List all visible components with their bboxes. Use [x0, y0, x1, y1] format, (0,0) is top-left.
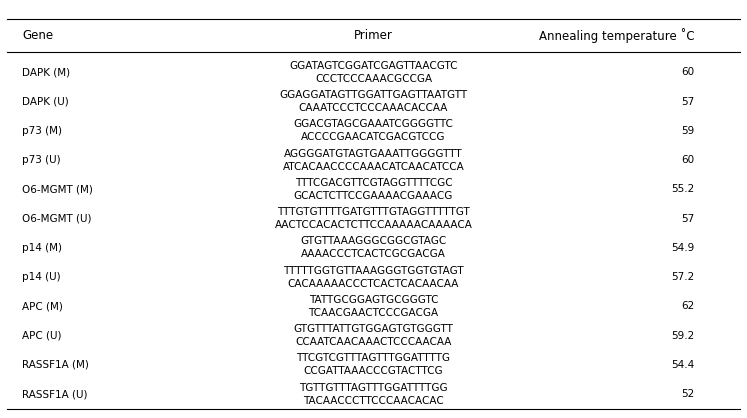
Text: TTTGTGTTTTGATGTTTGTAGGTTTTTGT: TTTGTGTTTTGATGTTTGTAGGTTTTTGT: [277, 207, 470, 217]
Text: GGATAGTCGGATCGAGTTAACGTC: GGATAGTCGGATCGAGTTAACGTC: [289, 61, 458, 71]
Text: p73 (U): p73 (U): [22, 155, 61, 165]
Text: 59.2: 59.2: [672, 331, 695, 341]
Text: p73 (M): p73 (M): [22, 126, 63, 136]
Text: RASSF1A (M): RASSF1A (M): [22, 360, 90, 370]
Text: 59: 59: [681, 126, 695, 136]
Text: 60: 60: [681, 67, 695, 77]
Text: TTTCGACGTTCGTAGGTTTTCGC: TTTCGACGTTCGTAGGTTTTCGC: [294, 178, 453, 188]
Text: TTTTTGGTGTTAAAGGGTGGTGTAGT: TTTTTGGTGTTAAAGGGTGGTGTAGT: [283, 266, 464, 276]
Text: Annealing temperature ˚C: Annealing temperature ˚C: [539, 28, 695, 43]
Text: AGGGGATGTAGTGAAATTGGGGTTT: AGGGGATGTAGTGAAATTGGGGTTT: [284, 149, 463, 159]
Text: TCAACGAACTCCCGACGA: TCAACGAACTCCCGACGA: [309, 308, 438, 318]
Text: 54.4: 54.4: [672, 360, 695, 370]
Text: Primer: Primer: [354, 29, 393, 42]
Text: O6-MGMT (U): O6-MGMT (U): [22, 214, 92, 224]
Text: 62: 62: [681, 301, 695, 311]
Text: 52: 52: [681, 389, 695, 399]
Text: CCCTCCCAAACGCCGA: CCCTCCCAAACGCCGA: [315, 74, 432, 84]
Text: 55.2: 55.2: [672, 184, 695, 194]
Text: GTGTTAAAGGGCGGCGTAGC: GTGTTAAAGGGCGGCGTAGC: [300, 237, 447, 247]
Text: GGAGGATAGTTGGATTGAGTTAATGTT: GGAGGATAGTTGGATTGAGTTAATGTT: [279, 90, 468, 100]
Text: GGACGTAGCGAAATCGGGGTTC: GGACGTAGCGAAATCGGGGTTC: [294, 120, 453, 130]
Text: CCAATCAACAAACTCCCAACAA: CCAATCAACAAACTCCCAACAA: [295, 337, 452, 347]
Text: GTGTTTATTGTGGAGTGTGGGTT: GTGTTTATTGTGGAGTGTGGGTT: [294, 324, 453, 334]
Text: TTCGTCGTTTAGTTTGGATTTTG: TTCGTCGTTTAGTTTGGATTTTG: [297, 354, 450, 364]
Text: RASSF1A (U): RASSF1A (U): [22, 389, 88, 399]
Text: DAPK (M): DAPK (M): [22, 67, 70, 77]
Text: 54.9: 54.9: [672, 243, 695, 253]
Text: 60: 60: [681, 155, 695, 165]
Text: DAPK (U): DAPK (U): [22, 97, 69, 107]
Text: ACCCCGAACATCGACGTCCG: ACCCCGAACATCGACGTCCG: [301, 132, 446, 142]
Text: 57.2: 57.2: [672, 272, 695, 282]
Text: p14 (U): p14 (U): [22, 272, 61, 282]
Text: O6-MGMT (M): O6-MGMT (M): [22, 184, 93, 194]
Text: TACAACCCTTCCCAACACAC: TACAACCCTTCCCAACACAC: [303, 395, 444, 405]
Text: 57: 57: [681, 214, 695, 224]
Text: GCACTCTTCCGAAAACGAAACG: GCACTCTTCCGAAAACGAAACG: [294, 191, 453, 201]
Text: Gene: Gene: [22, 29, 54, 42]
Text: APC (M): APC (M): [22, 301, 63, 311]
Text: CAAATCCCTCCCAAACACCAA: CAAATCCCTCCCAAACACCAA: [299, 103, 448, 113]
Text: TGTTGTTTAGTTTGGATTTTGG: TGTTGTTTAGTTTGGATTTTGG: [300, 383, 447, 393]
Text: AACTCCACACTCTTCCAAAAACAAAACA: AACTCCACACTCTTCCAAAAACAAAACA: [275, 220, 472, 230]
Text: TATTGCGGAGTGCGGGTC: TATTGCGGAGTGCGGGTC: [309, 295, 438, 305]
Text: AAAACCCTCACTCGCGACGA: AAAACCCTCACTCGCGACGA: [301, 249, 446, 259]
Text: ATCACAACCCCAAACATCAACATCCA: ATCACAACCCCAAACATCAACATCCA: [282, 161, 465, 171]
Text: p14 (M): p14 (M): [22, 243, 63, 253]
Text: CCGATTAAACCCGTACTTCG: CCGATTAAACCCGTACTTCG: [304, 366, 443, 376]
Text: 57: 57: [681, 97, 695, 107]
Text: CACAAAAACCCTCACTCACAACAA: CACAAAAACCCTCACTCACAACAA: [288, 278, 459, 288]
Text: APC (U): APC (U): [22, 331, 62, 341]
